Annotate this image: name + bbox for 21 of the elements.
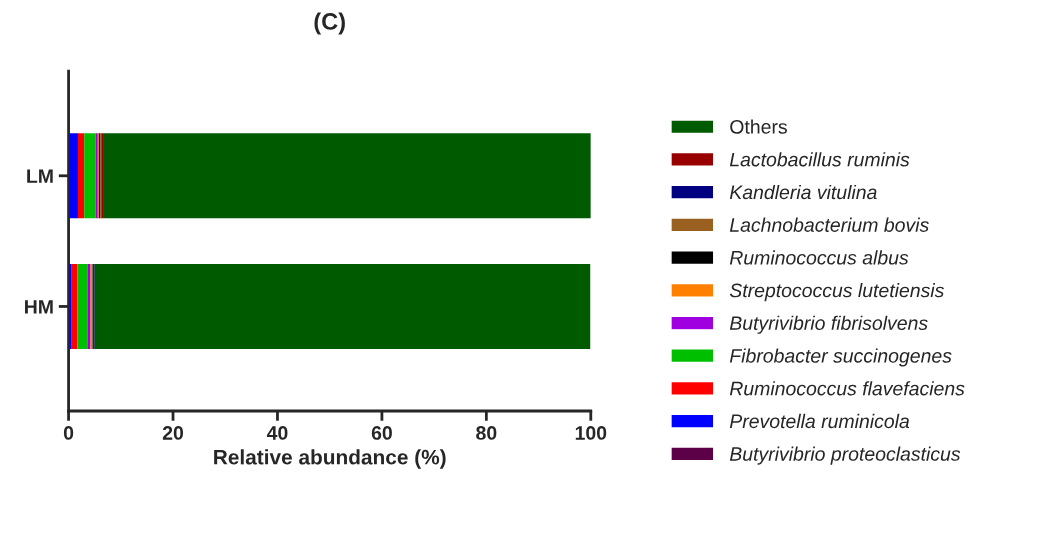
y-tick-label: HM [25, 300, 53, 314]
y-tick-label: LM [27, 169, 53, 183]
legend-label: Lactobacillus ruminis [729, 152, 910, 167]
x-tick-label: 40 [266, 426, 288, 440]
x-tick-label: 80 [476, 426, 497, 440]
legend-label: Others [730, 119, 787, 134]
legend-label: Butyrivibrio fibrisolvens [729, 315, 928, 334]
legend-label: Streptococcus lutetiensis [729, 283, 944, 302]
x-tick-label: 0 [63, 426, 74, 440]
x-tick-label: 100 [575, 426, 607, 440]
x-tick-label: 60 [371, 426, 392, 440]
legend-label: Ruminococcus flavefaciens [729, 381, 965, 396]
x-tick-label: 20 [162, 426, 184, 440]
legend-label: Fibrobacter succinogenes [729, 348, 952, 367]
x-axis-title: Relative abundance (%) [214, 449, 446, 469]
legend-label: Lachnobacterium bovis [729, 217, 929, 232]
legend-label: Ruminococcus albus [729, 250, 909, 265]
legend-label: Kandleria vitulina [729, 184, 877, 200]
legend-label: Butyrivibrio proteoclasticus [729, 446, 961, 465]
legend-label: Prevotella ruminicola [729, 413, 910, 429]
chart-title: (C) [314, 12, 345, 35]
